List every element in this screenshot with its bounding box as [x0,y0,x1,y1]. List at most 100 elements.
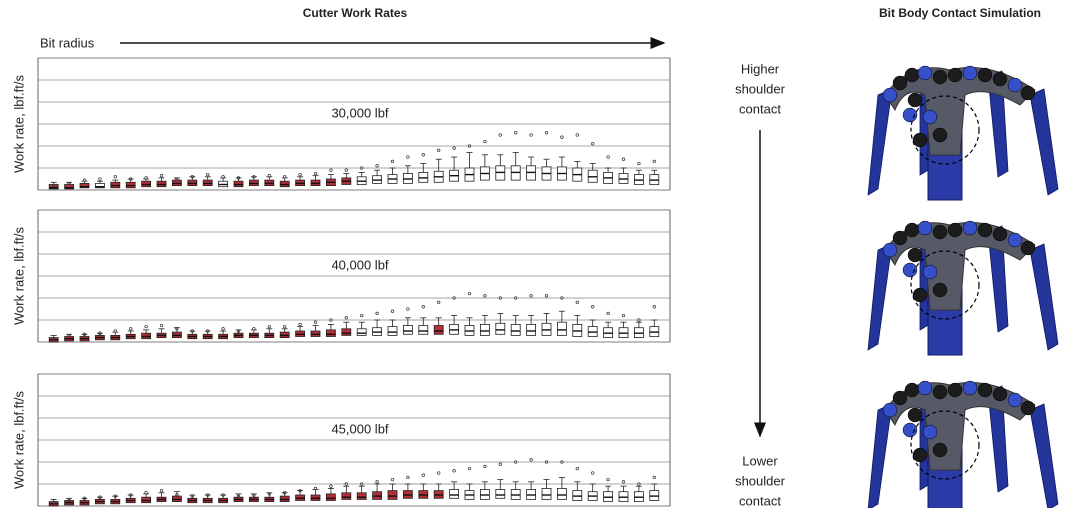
cutter [883,243,897,257]
box [588,143,597,183]
box [573,301,582,336]
cutter [913,133,927,147]
box [157,174,166,186]
box [403,476,412,498]
outlier [422,474,425,477]
box-body [542,488,551,499]
box [65,334,74,341]
box-body [557,322,566,335]
box [65,498,74,505]
box [634,483,643,502]
box [604,312,613,338]
outlier [206,173,209,176]
label-line: shoulder [735,81,786,96]
outlier [160,174,163,177]
box [142,325,151,338]
box [296,173,305,185]
box [157,489,166,501]
box [111,495,120,504]
outlier [345,169,348,172]
outlier [453,147,456,150]
box [111,176,120,188]
outlier [422,306,425,309]
outlier [499,134,502,137]
cutter [923,265,937,279]
box-body [557,488,566,499]
box [95,332,104,340]
box [496,463,505,498]
box [219,494,228,503]
box [557,461,566,500]
outlier [576,467,579,470]
cutter [923,110,937,124]
title: Cutter Work Rates [303,6,408,20]
blade [868,244,892,350]
cutter [933,385,947,399]
cutter [993,227,1007,241]
outlier [607,478,610,481]
blade [868,404,892,508]
box [357,314,366,335]
box [604,478,613,501]
cutter [933,283,947,297]
box [326,485,335,501]
box [111,330,120,340]
outlier [499,463,502,466]
box [342,483,351,500]
outlier [453,470,456,473]
box [49,499,58,506]
cutter [913,288,927,302]
box [280,325,289,337]
box [588,472,597,501]
box [496,134,505,180]
box-body [357,329,366,336]
box-body [511,324,520,335]
box [650,476,659,500]
box [203,173,212,185]
outlier [160,324,163,327]
box [588,306,597,337]
outlier [376,312,379,315]
y-axis-label: Work rate, lbf.ft/s [11,391,26,490]
box [203,494,212,503]
box [650,160,659,184]
box [311,321,320,337]
cutter [948,223,962,237]
box-body [326,494,335,501]
outlier [99,178,102,181]
bit-render [868,221,1058,355]
outlier [638,162,641,165]
outlier [345,317,348,320]
box [388,160,397,183]
label-line: shoulder [735,473,786,488]
box [542,295,551,336]
cutter [993,387,1007,401]
box [126,178,135,188]
box [573,134,582,182]
outlier [653,306,656,309]
outlier [576,134,579,137]
outlier [576,301,579,304]
box [434,149,443,182]
box [511,132,520,181]
panel-title: 30,000 lbf [331,105,388,120]
box [634,162,643,184]
outlier [145,325,148,328]
cutter [883,88,897,102]
label-line: Higher [741,61,780,76]
cutter [908,408,922,422]
cutter [908,248,922,262]
box [95,496,104,504]
box [357,167,366,185]
box [234,494,243,502]
outlier [330,485,333,488]
box-body [496,323,505,334]
box [95,178,104,188]
box [434,472,443,499]
outlier [591,472,594,475]
outlier [407,156,410,159]
cutter [978,68,992,82]
box [265,493,274,502]
outlier [561,136,564,139]
box [480,465,489,499]
